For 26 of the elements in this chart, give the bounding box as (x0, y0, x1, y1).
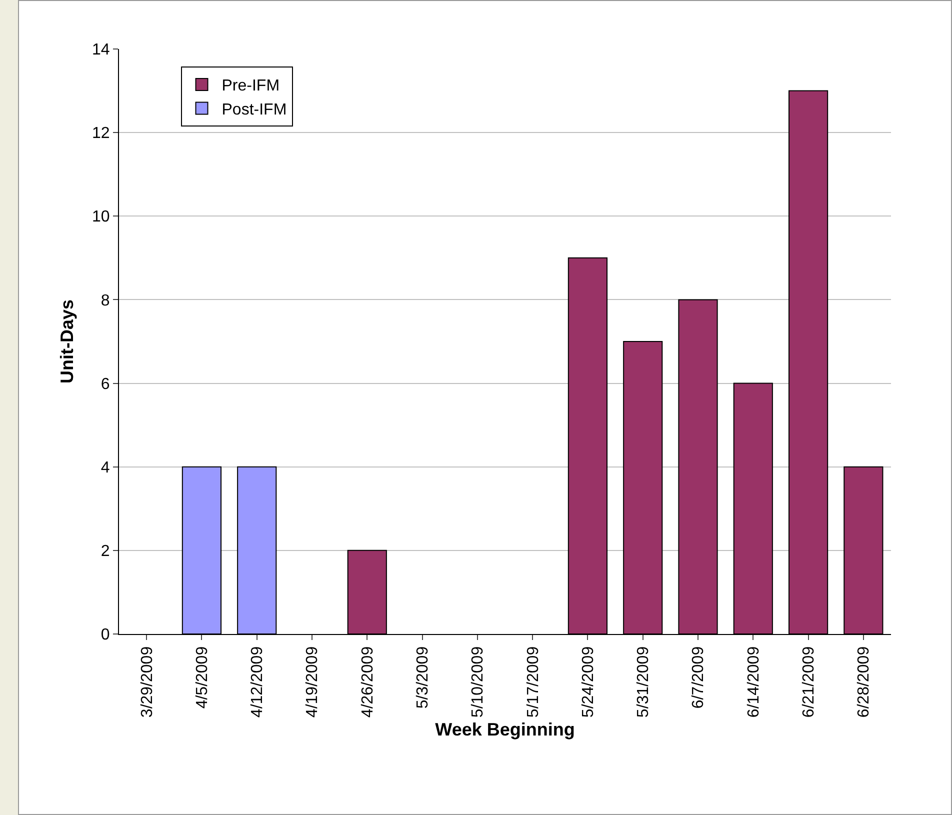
x-tick-label: 5/3/2009 (414, 646, 432, 709)
legend-label: Post-IFM (222, 101, 287, 118)
y-tick-label: 14 (92, 42, 110, 59)
y-tick-label: 2 (100, 543, 110, 560)
x-tick-label: 6/14/2009 (745, 646, 762, 718)
y-tick-label: 0 (100, 626, 110, 644)
y-tick-label: 4 (100, 459, 110, 476)
x-tick-label: 6/7/2009 (690, 646, 708, 709)
x-tick-label: 6/21/2009 (800, 646, 818, 718)
y-axis-title: Unit-Days (57, 299, 77, 384)
x-tick-label: 4/12/2009 (249, 646, 266, 718)
x-tick-label: 5/24/2009 (580, 646, 597, 718)
y-tick-label: 12 (92, 125, 110, 142)
x-axis-title: Week Beginning (435, 720, 575, 740)
y-tick-label: 10 (92, 208, 110, 226)
x-tick-label: 5/31/2009 (635, 646, 652, 718)
x-tick-label: 4/5/2009 (194, 646, 211, 709)
x-tick-label: 5/17/2009 (524, 646, 542, 718)
x-tick-label: 4/19/2009 (304, 646, 322, 718)
x-tick-label: 4/26/2009 (359, 646, 376, 718)
y-tick-label: 8 (100, 292, 110, 310)
x-tick-label: 3/29/2009 (138, 646, 156, 718)
y-tick-label: 6 (100, 376, 110, 393)
legend-label: Pre-IFM (222, 78, 280, 95)
x-tick-label: 6/28/2009 (856, 646, 873, 718)
x-tick-label: 5/10/2009 (470, 646, 487, 718)
